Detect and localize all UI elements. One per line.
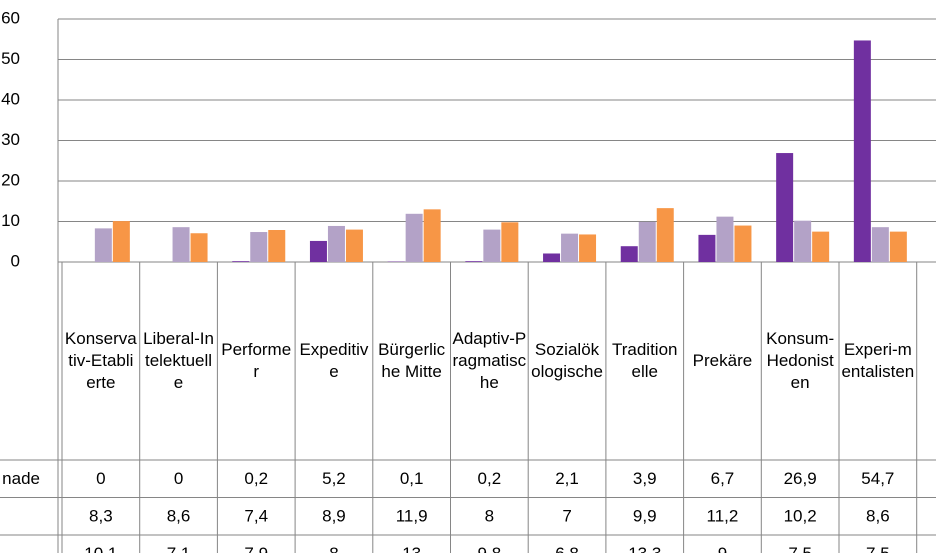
- y-tick-label: 10: [1, 211, 20, 230]
- table-value: 11,9: [396, 507, 428, 526]
- table-value: 0,2: [478, 469, 502, 488]
- table-value: 6,7: [711, 469, 735, 488]
- bar: [776, 153, 794, 262]
- table-value: 8,6: [866, 507, 890, 526]
- bar: [871, 227, 889, 262]
- bar: [405, 213, 423, 262]
- table-value: 10,1: [84, 544, 117, 553]
- x-tick-label: Traditionelle: [611, 340, 678, 381]
- table-value: 8,9: [322, 507, 346, 526]
- table-value: 11,2: [707, 507, 739, 526]
- bar: [734, 225, 752, 262]
- bar: [94, 228, 112, 262]
- x-tick-label: Performer: [221, 340, 292, 381]
- table-value: 6,8: [555, 544, 579, 553]
- table-value: 7: [562, 507, 571, 526]
- x-tick-label: Experi-mentalisten: [841, 340, 915, 381]
- bar: [345, 229, 363, 262]
- bar: [656, 208, 674, 262]
- x-tick-label: Konsum-Hedonisten: [766, 329, 835, 392]
- legend-label: nade: [2, 469, 40, 488]
- table-value: 0,1: [400, 469, 424, 488]
- bar: [579, 234, 597, 262]
- table-value: 8,6: [167, 507, 191, 526]
- x-tick-label: Expeditive: [299, 340, 369, 381]
- bar: [794, 220, 812, 262]
- x-tick-label: Liberal-Intelektuelle: [143, 329, 214, 392]
- x-tick-label: Bürgerliche Mitte: [378, 340, 446, 381]
- table-value: 7,5: [866, 544, 890, 553]
- y-tick-label: 60: [1, 8, 20, 27]
- bar: [501, 222, 519, 262]
- bar: [561, 233, 579, 262]
- y-tick-label: 40: [1, 89, 20, 108]
- bar: [423, 209, 441, 262]
- table-value: 8,3: [89, 507, 113, 526]
- table-value: 7,4: [244, 507, 268, 526]
- x-tick-label: Prekäre: [692, 351, 753, 370]
- table-value: 7,1: [167, 544, 191, 553]
- bar: [698, 234, 716, 262]
- x-tick-label: Sozialökologische: [531, 340, 603, 381]
- bar: [309, 240, 327, 262]
- bar: [190, 233, 208, 262]
- x-tick-label: Adaptiv-Pragmatische: [452, 329, 527, 392]
- table-value: 26,9: [784, 469, 817, 488]
- bar: [232, 261, 250, 262]
- y-tick-label: 50: [1, 49, 20, 68]
- table-value: 13,3: [628, 544, 661, 553]
- bar: [112, 221, 130, 262]
- table-value: 54,7: [861, 469, 894, 488]
- table-value: 9: [718, 544, 727, 553]
- bar: [716, 216, 734, 262]
- table-value: 8: [485, 507, 494, 526]
- bar: [620, 246, 638, 262]
- table-value: 0: [174, 469, 183, 488]
- bar: [172, 227, 190, 262]
- y-tick-label: 30: [1, 130, 20, 149]
- table-value: 13: [402, 544, 421, 553]
- table-value: 10,2: [784, 507, 817, 526]
- y-tick-label: 0: [11, 251, 20, 270]
- bar: [889, 231, 907, 262]
- bar: [327, 225, 345, 262]
- table-value: 5,2: [322, 469, 346, 488]
- table-value: 0,2: [244, 469, 268, 488]
- table-value: 7,9: [244, 544, 268, 553]
- bar: [483, 229, 501, 262]
- bar: [268, 230, 286, 262]
- table-value: 8: [329, 544, 338, 553]
- bar: [250, 232, 268, 262]
- table-value: 9,9: [633, 507, 657, 526]
- table-value: 7,5: [788, 544, 812, 553]
- bar: [853, 40, 871, 263]
- bar: [465, 261, 483, 262]
- table-value: 2,1: [555, 469, 579, 488]
- bar: [638, 221, 656, 262]
- table-value: 0: [96, 469, 105, 488]
- table-value: 3,9: [633, 469, 657, 488]
- bar: [543, 253, 561, 262]
- y-tick-label: 20: [1, 170, 20, 189]
- bar: [812, 231, 830, 262]
- x-tick-label: Konservativ-Etablierte: [64, 329, 137, 392]
- table-value: 9,8: [478, 544, 502, 553]
